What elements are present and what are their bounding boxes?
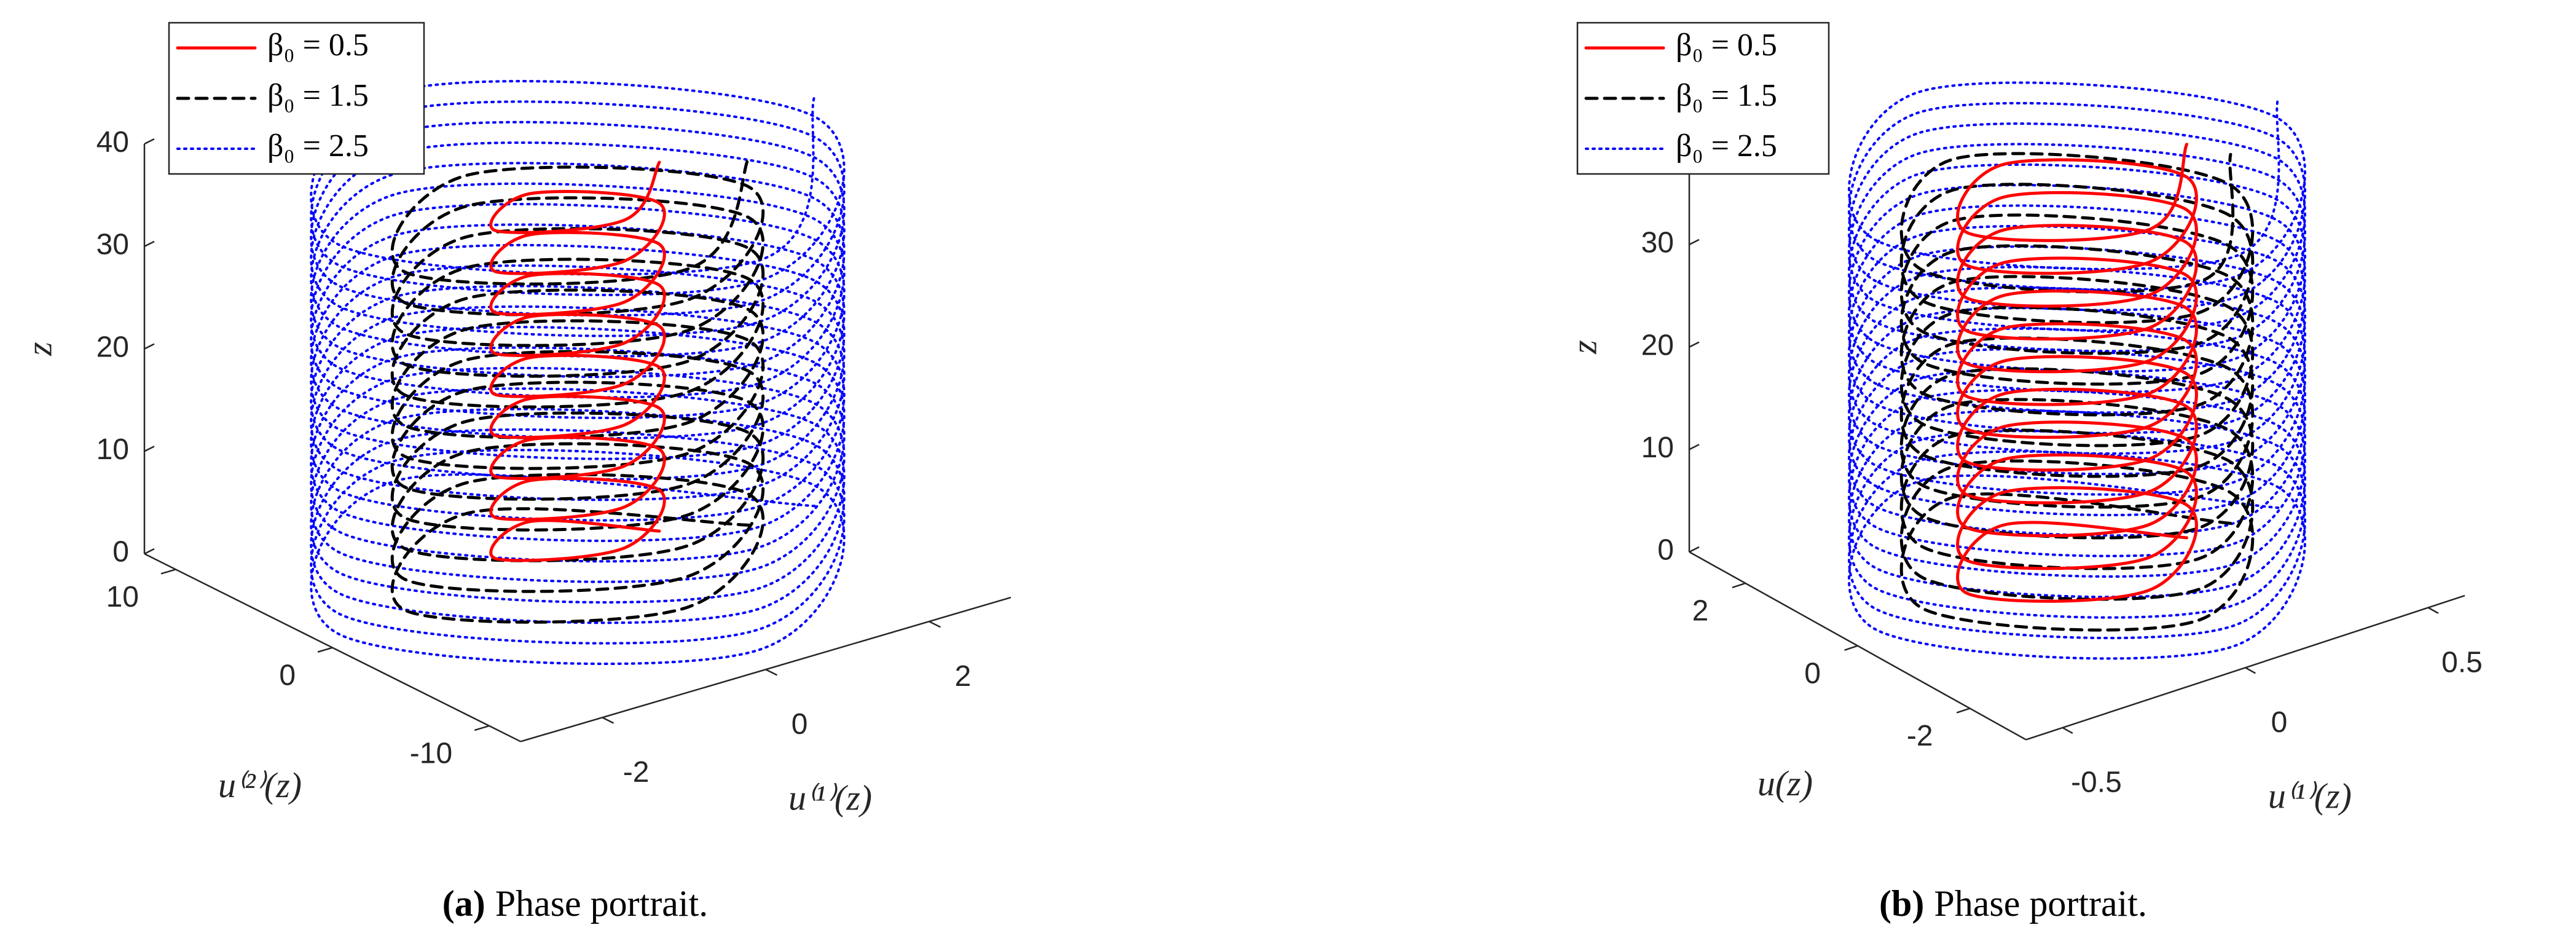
z-tick <box>1689 238 1700 245</box>
z-tick-label: 0 <box>1657 534 1674 567</box>
caption: (b) Phase portrait. <box>1879 883 2147 924</box>
z-tick <box>144 240 155 247</box>
z-axis-label: z <box>19 342 59 356</box>
y-tick <box>1844 645 1858 651</box>
helix-curve <box>390 154 765 624</box>
x-tick-label: 0 <box>2271 706 2288 739</box>
x-tick <box>2062 726 2073 734</box>
x-tick <box>602 717 615 724</box>
z-tick <box>1689 546 1700 553</box>
z-tick-label: 10 <box>96 433 129 466</box>
legend-label: β₀ = 2.5 <box>267 128 369 163</box>
y-tick-label: 0 <box>1804 657 1821 690</box>
x-axis-line <box>2025 594 2465 741</box>
helix-curve <box>1956 143 2198 603</box>
z-tick <box>1689 444 1700 451</box>
helix-curve <box>1899 152 2255 632</box>
y-tick-label: -2 <box>1907 720 1933 752</box>
y-tick-label: -10 <box>410 738 452 770</box>
caption-label: (a) <box>442 883 485 924</box>
x-tick-label: -2 <box>623 756 650 789</box>
x-tick <box>2427 607 2439 614</box>
y-tick <box>474 725 490 731</box>
z-tick-label: 30 <box>1641 227 1674 259</box>
z-tick <box>144 548 155 555</box>
y-tick-label: 10 <box>106 581 139 613</box>
legend-label: β₀ = 0.5 <box>1676 28 1777 63</box>
x-tick <box>765 669 778 676</box>
helix-curve <box>1848 81 2306 660</box>
caption-text: Phase portrait. <box>495 883 709 924</box>
x-tick <box>929 621 941 628</box>
x-tick-label: 2 <box>955 660 972 693</box>
z-tick-label: 10 <box>1641 431 1674 464</box>
caption-text: Phase portrait. <box>1934 883 2147 924</box>
y-axis-line <box>144 553 521 742</box>
y-tick <box>160 569 176 575</box>
y-tick <box>317 647 333 653</box>
z-tick-label: 40 <box>96 126 129 159</box>
x-tick <box>2245 667 2256 674</box>
z-tick <box>1689 341 1700 348</box>
helix-curve <box>310 80 846 665</box>
y-tick <box>1956 707 1970 714</box>
helix-curve <box>489 160 666 562</box>
z-tick <box>144 446 155 452</box>
y-axis-label: u⁽²⁾(z) <box>218 765 302 805</box>
panel: -0.500.5-202010203040u⁽¹⁾(z)u(z)z <box>1564 81 2483 816</box>
legend-label: β₀ = 2.5 <box>1676 128 1777 163</box>
legend: β₀ = 0.5 β₀ = 1.5 β₀ = 2.5 <box>168 22 425 175</box>
y-tick-label: 0 <box>279 659 296 691</box>
panel: -2 0 2 -10 0 10 0 10 20 30 40 u⁽¹⁾(z) u⁽²⁾(z) z <box>19 80 1011 818</box>
x-axis-label: u⁽¹⁾(z) <box>788 778 872 818</box>
caption: (a) Phase portrait. <box>442 883 709 924</box>
z-tick <box>144 343 155 350</box>
z-tick <box>144 138 155 145</box>
z-tick-label: 20 <box>1641 329 1674 361</box>
z-tick-label: 20 <box>96 331 129 363</box>
legend: β₀ = 0.5 β₀ = 1.5 β₀ = 2.5 <box>1576 22 1830 175</box>
x-axis-label: u⁽¹⁾(z) <box>2268 776 2352 816</box>
legend-label: β₀ = 1.5 <box>267 78 369 113</box>
z-tick-label: 30 <box>96 229 129 261</box>
y-axis-label: u(z) <box>1757 763 1813 803</box>
legend-label: β₀ = 1.5 <box>1676 78 1777 113</box>
caption-label: (b) <box>1879 883 1924 924</box>
x-tick-label: -0.5 <box>2071 766 2122 799</box>
y-tick-label: 2 <box>1692 595 1709 628</box>
legend-label: β₀ = 0.5 <box>267 28 369 63</box>
z-tick-label: 0 <box>112 536 129 569</box>
x-tick-label: 0 <box>791 708 808 741</box>
z-axis-label: z <box>1564 340 1604 355</box>
x-tick-label: 0.5 <box>2441 646 2483 679</box>
y-tick <box>1732 582 1746 589</box>
